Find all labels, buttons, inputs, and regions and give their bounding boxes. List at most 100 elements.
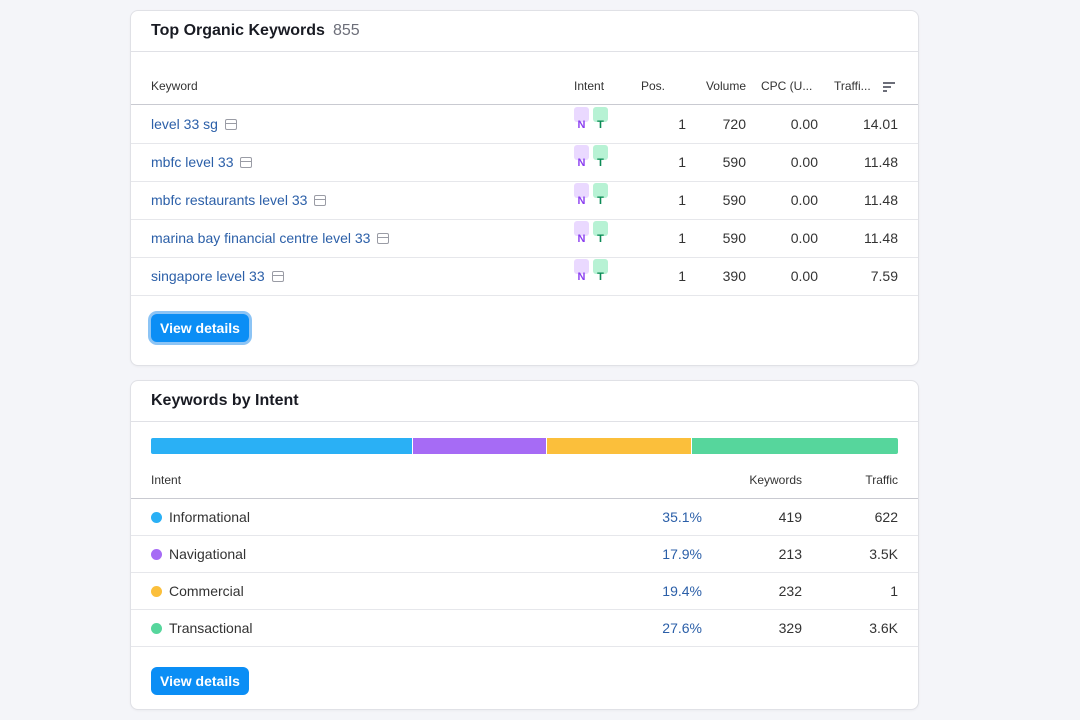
cpc-cell: 0.00 [790, 192, 818, 208]
keyword-link[interactable]: mbfc restaurants level 33 [151, 182, 327, 219]
intent-badge-t[interactable]: T [593, 221, 608, 245]
view-details-button[interactable]: View details [151, 667, 249, 695]
intent-name: Informational [151, 499, 250, 535]
traffic-cell: 11.48 [864, 230, 898, 246]
keyword-link[interactable]: mbfc level 33 [151, 144, 253, 181]
serp-features-icon[interactable] [377, 233, 390, 244]
intent-label: Informational [169, 509, 250, 525]
keyword-text[interactable]: level 33 sg [151, 116, 218, 132]
intent-percent-link[interactable]: 17.9% [662, 546, 702, 562]
serp-features-icon[interactable] [271, 271, 284, 282]
keyword-text[interactable]: mbfc level 33 [151, 154, 234, 170]
keyword-text[interactable]: marina bay financial centre level 33 [151, 230, 371, 246]
intent-color-dot [151, 511, 162, 523]
intent-badge-t[interactable]: T [593, 107, 608, 131]
volume-cell: 590 [722, 154, 746, 170]
column-keyword[interactable]: Keyword [151, 79, 198, 93]
serp-features-icon[interactable] [224, 119, 237, 130]
keyword-text[interactable]: singapore level 33 [151, 268, 265, 284]
column-traffic[interactable]: Traffi... [834, 79, 871, 93]
table-row: marina bay financial centre level 33 N T 1 5… [131, 220, 918, 258]
intent-badge-n[interactable]: N [574, 183, 589, 207]
intent-bar-segment-navigational [413, 438, 547, 454]
intent-name: Navigational [151, 536, 246, 572]
column-intent[interactable]: Intent [574, 79, 605, 93]
intent-color-dot [151, 585, 162, 597]
keyword-text[interactable]: mbfc restaurants level 33 [151, 192, 308, 208]
intent-percent-link[interactable]: 35.1% [662, 509, 702, 525]
column-traffic: Traffic [865, 473, 898, 487]
keyword-link[interactable]: level 33 sg [151, 106, 237, 143]
intent-row: Transactional 27.6% 329 3.6K [131, 610, 918, 647]
position-cell: 1 [678, 230, 686, 246]
card-title: Keywords by Intent [151, 392, 299, 409]
table-row: level 33 sg N T 1 720 0.00 14.01 [131, 106, 918, 144]
traffic-cell: 11.48 [864, 154, 898, 170]
keyword-link[interactable]: marina bay financial centre level 33 [151, 220, 390, 257]
position-cell: 1 [678, 268, 686, 284]
intent-row: Commercial 19.4% 232 1 [131, 573, 918, 610]
intent-badge-t[interactable]: T [593, 259, 608, 283]
volume-cell: 720 [722, 116, 746, 132]
column-cpc[interactable]: CPC (U... [761, 79, 813, 93]
table-row: mbfc level 33 N T 1 590 0.00 11.48 [131, 144, 918, 182]
intent-name: Commercial [151, 573, 244, 609]
intent-label: Commercial [169, 583, 244, 599]
card-title: Top Organic Keywords [151, 22, 325, 39]
intent-name: Transactional [151, 610, 253, 646]
serp-features-icon[interactable] [240, 157, 253, 168]
intent-keywords-cell: 213 [778, 546, 802, 562]
position-cell: 1 [678, 154, 686, 170]
column-volume[interactable]: Volume [705, 79, 746, 93]
volume-cell: 390 [722, 268, 746, 284]
column-intent: Intent [151, 473, 182, 487]
intent-row: Informational 35.1% 419 622 [131, 499, 918, 536]
cpc-cell: 0.00 [790, 268, 818, 284]
view-details-button[interactable]: View details [151, 314, 249, 342]
serp-features-icon[interactable] [314, 195, 327, 206]
intent-label: Transactional [169, 620, 253, 636]
volume-cell: 590 [722, 192, 746, 208]
intent-bar-segment-informational [151, 438, 414, 454]
keyword-count: 855 [332, 22, 360, 39]
traffic-cell: 11.48 [864, 192, 898, 208]
volume-cell: 590 [722, 230, 746, 246]
intent-distribution-bar [151, 438, 898, 454]
sort-descending-icon[interactable] [883, 82, 895, 92]
card-header: Keywords by Intent [131, 381, 918, 422]
intent-badge-t[interactable]: T [593, 145, 608, 169]
traffic-cell: 7.59 [870, 268, 898, 284]
intent-table-header: Intent Keywords Traffic [131, 463, 918, 499]
intent-badge-n[interactable]: N [574, 221, 589, 245]
intent-keywords-cell: 232 [778, 583, 802, 599]
intent-percent-link[interactable]: 19.4% [662, 583, 702, 599]
intent-bar-segment-commercial [546, 438, 692, 454]
intent-badge-t[interactable]: T [593, 183, 608, 207]
table-row: mbfc restaurants level 33 N T 1 590 0.00 11.48 [131, 182, 918, 220]
cpc-cell: 0.00 [790, 230, 818, 246]
intent-badge-n[interactable]: N [574, 145, 589, 169]
intent-label: Navigational [169, 546, 247, 562]
cpc-cell: 0.00 [790, 154, 818, 170]
column-position[interactable]: Pos. [641, 79, 666, 93]
intent-traffic-cell: 1 [890, 583, 898, 599]
intent-bar-segment-transactional [691, 438, 898, 454]
intent-row: Navigational 17.9% 213 3.5K [131, 536, 918, 573]
intent-traffic-cell: 622 [874, 509, 898, 525]
keyword-link[interactable]: singapore level 33 [151, 258, 284, 295]
intent-traffic-cell: 3.6K [869, 620, 898, 636]
column-keywords: Keywords [749, 473, 802, 487]
cpc-cell: 0.00 [790, 116, 818, 132]
intent-badge-n[interactable]: N [574, 259, 589, 283]
intent-keywords-cell: 419 [778, 509, 802, 525]
intent-keywords-cell: 329 [778, 620, 802, 636]
intent-traffic-cell: 3.5K [869, 546, 898, 562]
intent-percent-link[interactable]: 27.6% [662, 620, 702, 636]
traffic-cell: 14.01 [862, 116, 898, 132]
intent-color-dot [151, 622, 162, 634]
intent-badge-n[interactable]: N [574, 107, 589, 131]
top-organic-keywords-card: Top Organic Keywords 855 Keyword Intent … [130, 10, 919, 366]
